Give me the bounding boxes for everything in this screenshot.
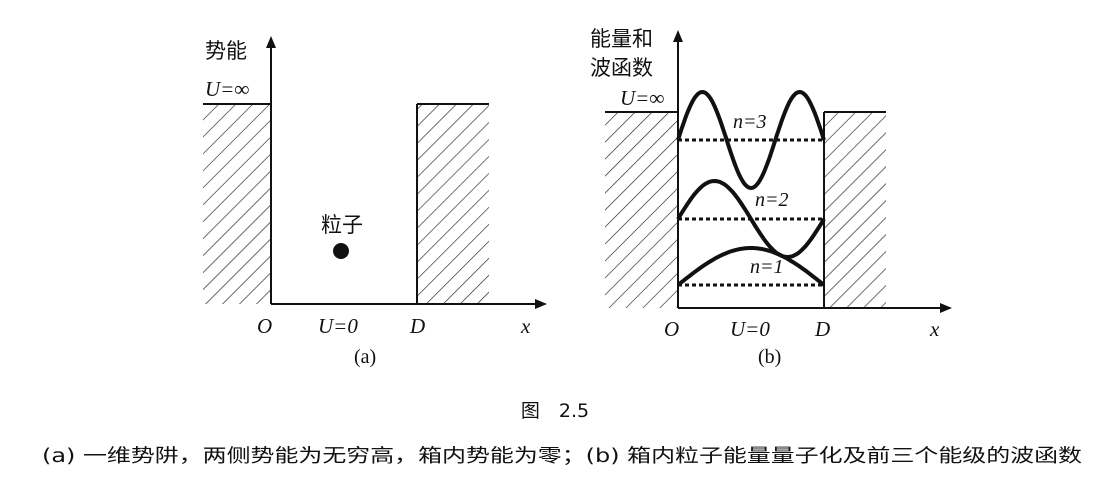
level-label-n2: n=2 <box>755 189 789 211</box>
u-zero-label-b: U=0 <box>730 317 770 341</box>
figure-title: 图 2.5 <box>521 400 589 422</box>
right-wall-hatch-b <box>824 112 886 308</box>
panel-label-b: (b) <box>758 346 781 368</box>
y-axis-label-b-line1: 能量和 <box>590 27 653 51</box>
right-wall-hatch <box>417 104 489 304</box>
left-wall-hatch-b <box>605 112 678 308</box>
origin-label-b: O <box>664 317 679 341</box>
panel-b: 能量和 波函数 U=∞ n=1 n=2 n=3 O U=0 D x (b) <box>590 27 952 368</box>
panel-a: 势能 U=∞ 粒子 O U=0 D x (a) <box>203 36 547 368</box>
origin-label-a: O <box>257 314 272 338</box>
wavefunction-n1 <box>676 246 826 287</box>
d-label-b: D <box>814 317 830 341</box>
particle-dot <box>333 243 349 259</box>
figure-caption: (a) 一维势阱，两侧势能为无穷高，箱内势能为零；(b) 箱内粒子能量量子化及前… <box>42 446 1082 467</box>
left-wall-hatch <box>203 104 271 304</box>
x-label-b: x <box>929 317 940 341</box>
u-zero-label-a: U=0 <box>318 314 358 338</box>
y-axis-label-a: 势能 <box>205 39 247 63</box>
panel-label-a: (a) <box>354 346 376 368</box>
wavefunction-n3 <box>676 89 826 191</box>
d-label-a: D <box>409 314 425 338</box>
level-label-n3: n=3 <box>733 111 767 133</box>
wavefunction-n2 <box>676 178 826 260</box>
x-label-a: x <box>520 314 531 338</box>
u-infinity-label-a: U=∞ <box>205 77 249 101</box>
level-label-n1: n=1 <box>750 256 784 278</box>
particle-label: 粒子 <box>321 213 363 237</box>
y-axis-label-b-line2: 波函数 <box>590 56 653 80</box>
u-infinity-label-b: U=∞ <box>620 86 664 110</box>
